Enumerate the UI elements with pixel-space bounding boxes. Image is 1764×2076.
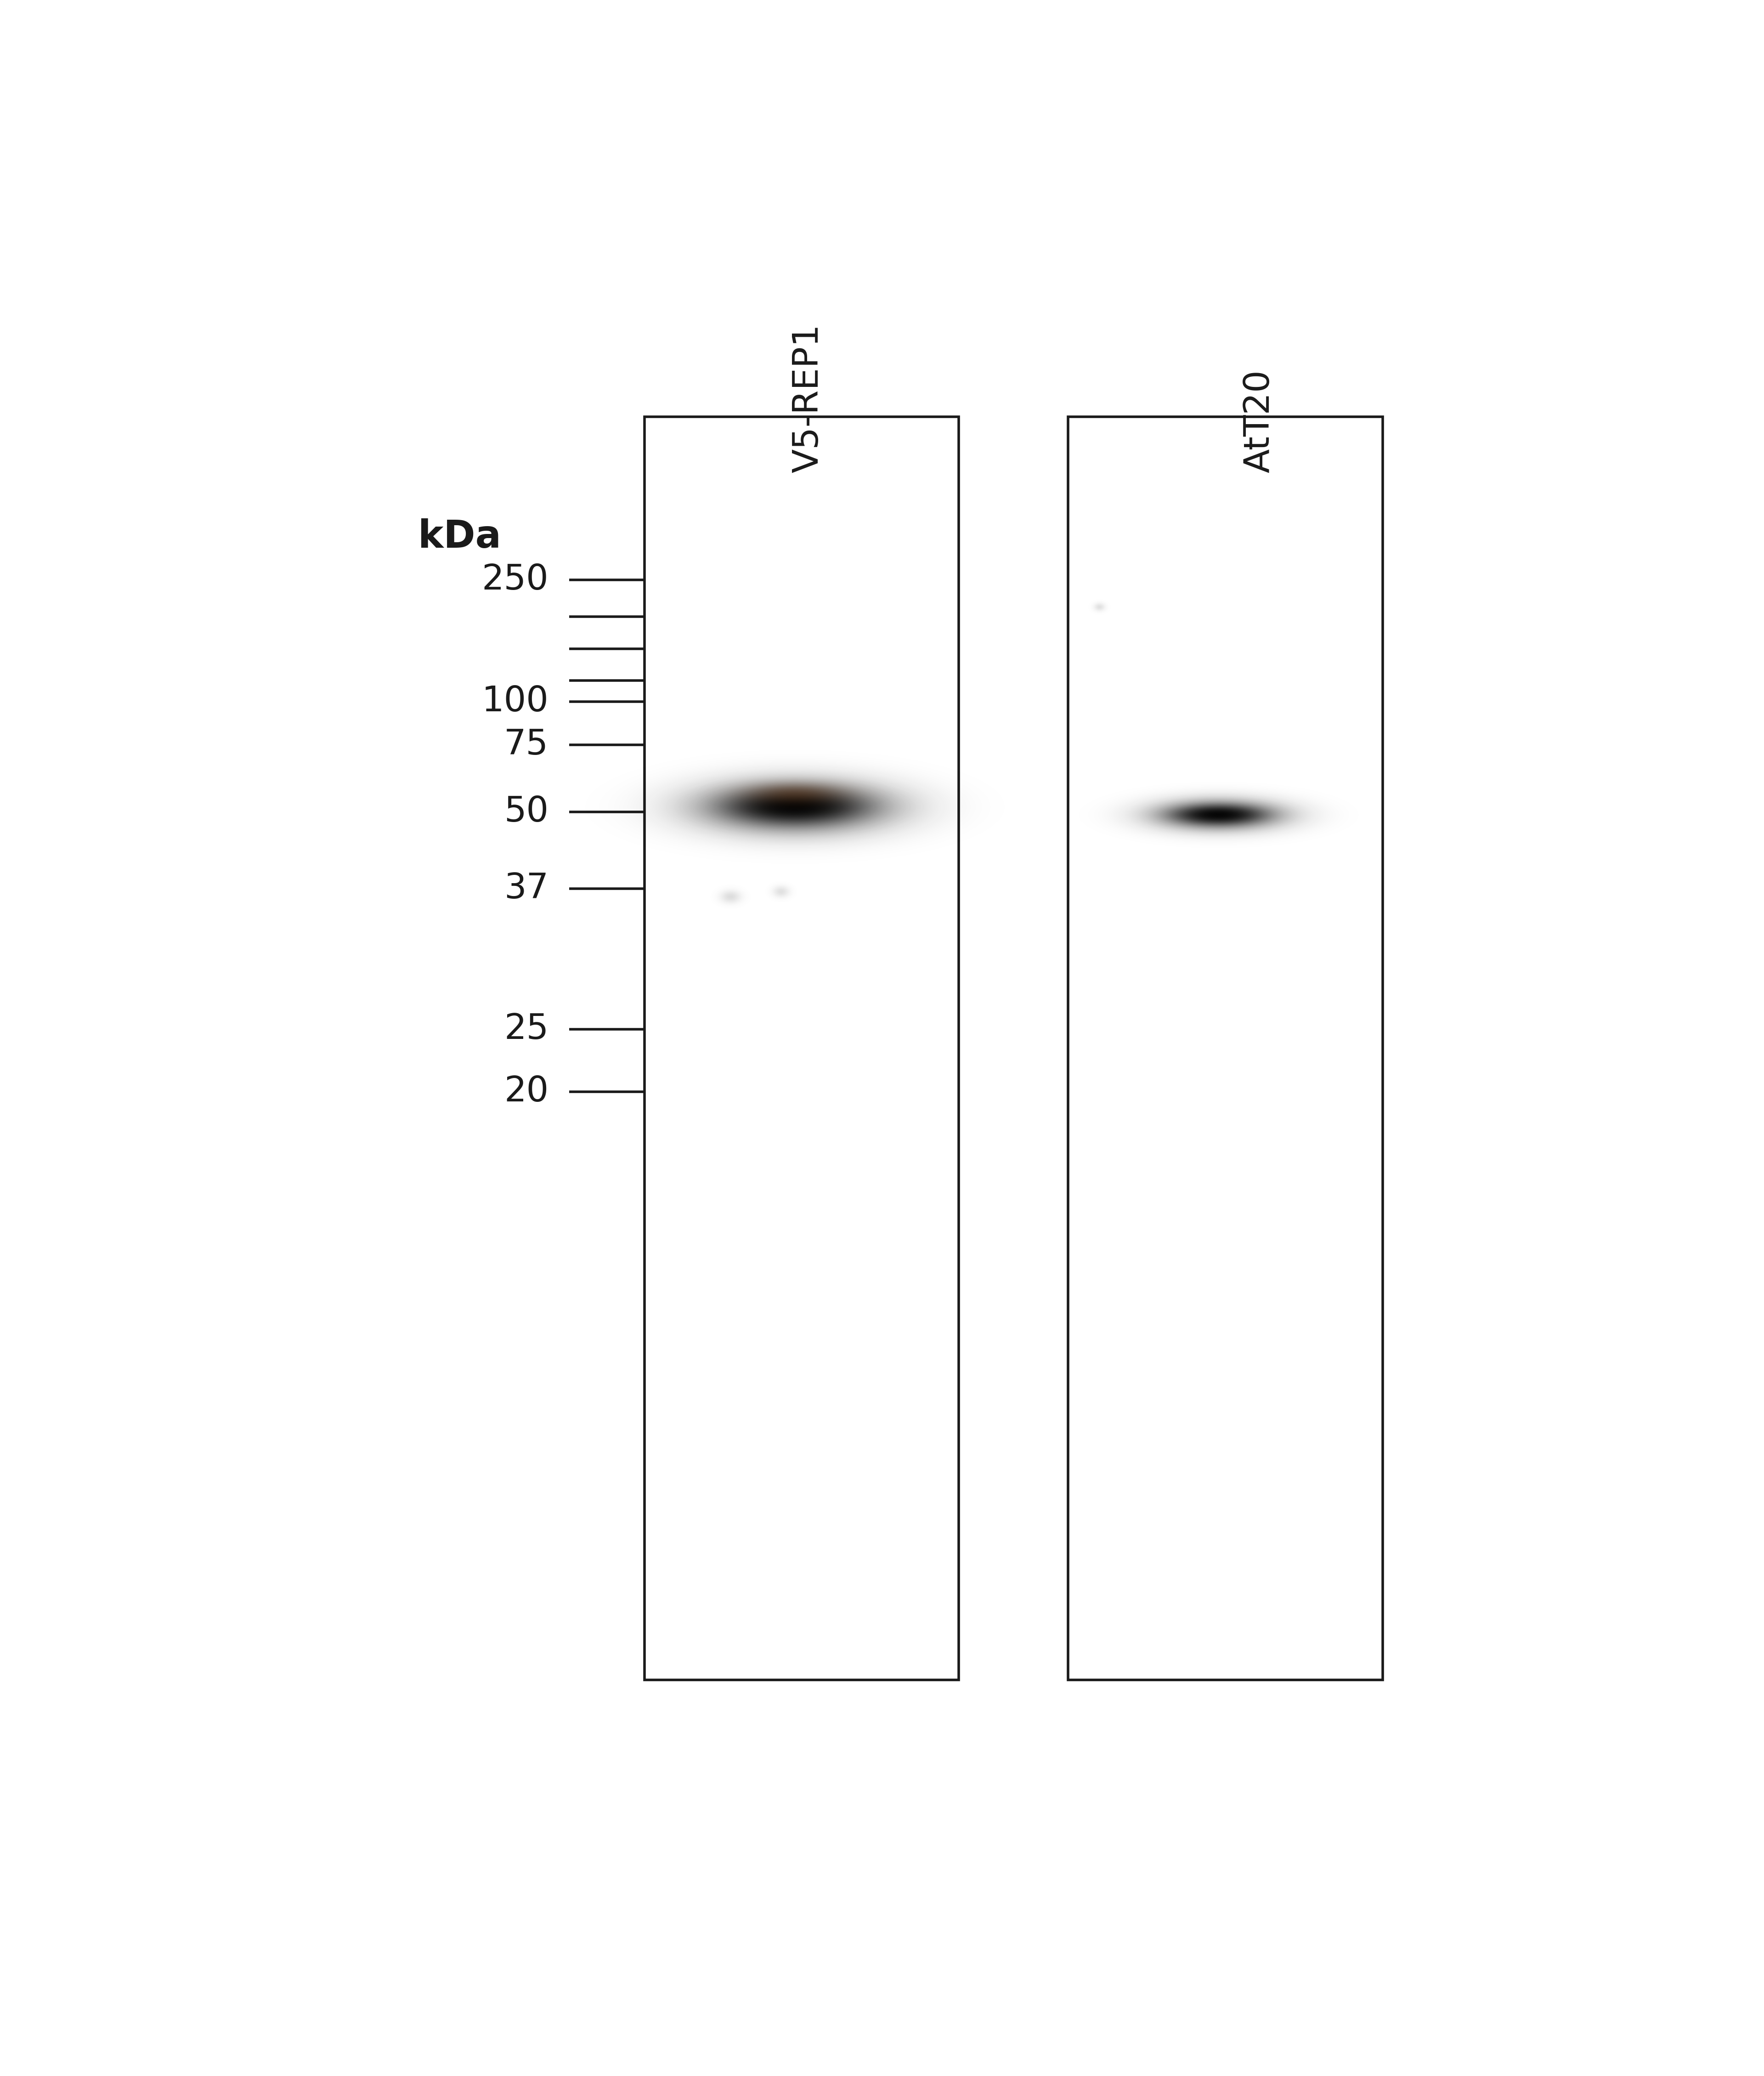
Text: kDa: kDa (418, 519, 501, 556)
Bar (644, 417, 960, 1679)
Text: 37: 37 (505, 872, 549, 905)
Bar (1067, 417, 1383, 1679)
Text: 75: 75 (505, 729, 549, 762)
Text: 250: 250 (482, 563, 549, 598)
Text: 20: 20 (505, 1075, 549, 1109)
Text: 50: 50 (505, 795, 549, 828)
Text: 25: 25 (505, 1013, 549, 1046)
Text: 100: 100 (482, 685, 549, 718)
Text: V5-REP1: V5-REP1 (792, 324, 826, 473)
Text: AtT20: AtT20 (1242, 370, 1277, 473)
